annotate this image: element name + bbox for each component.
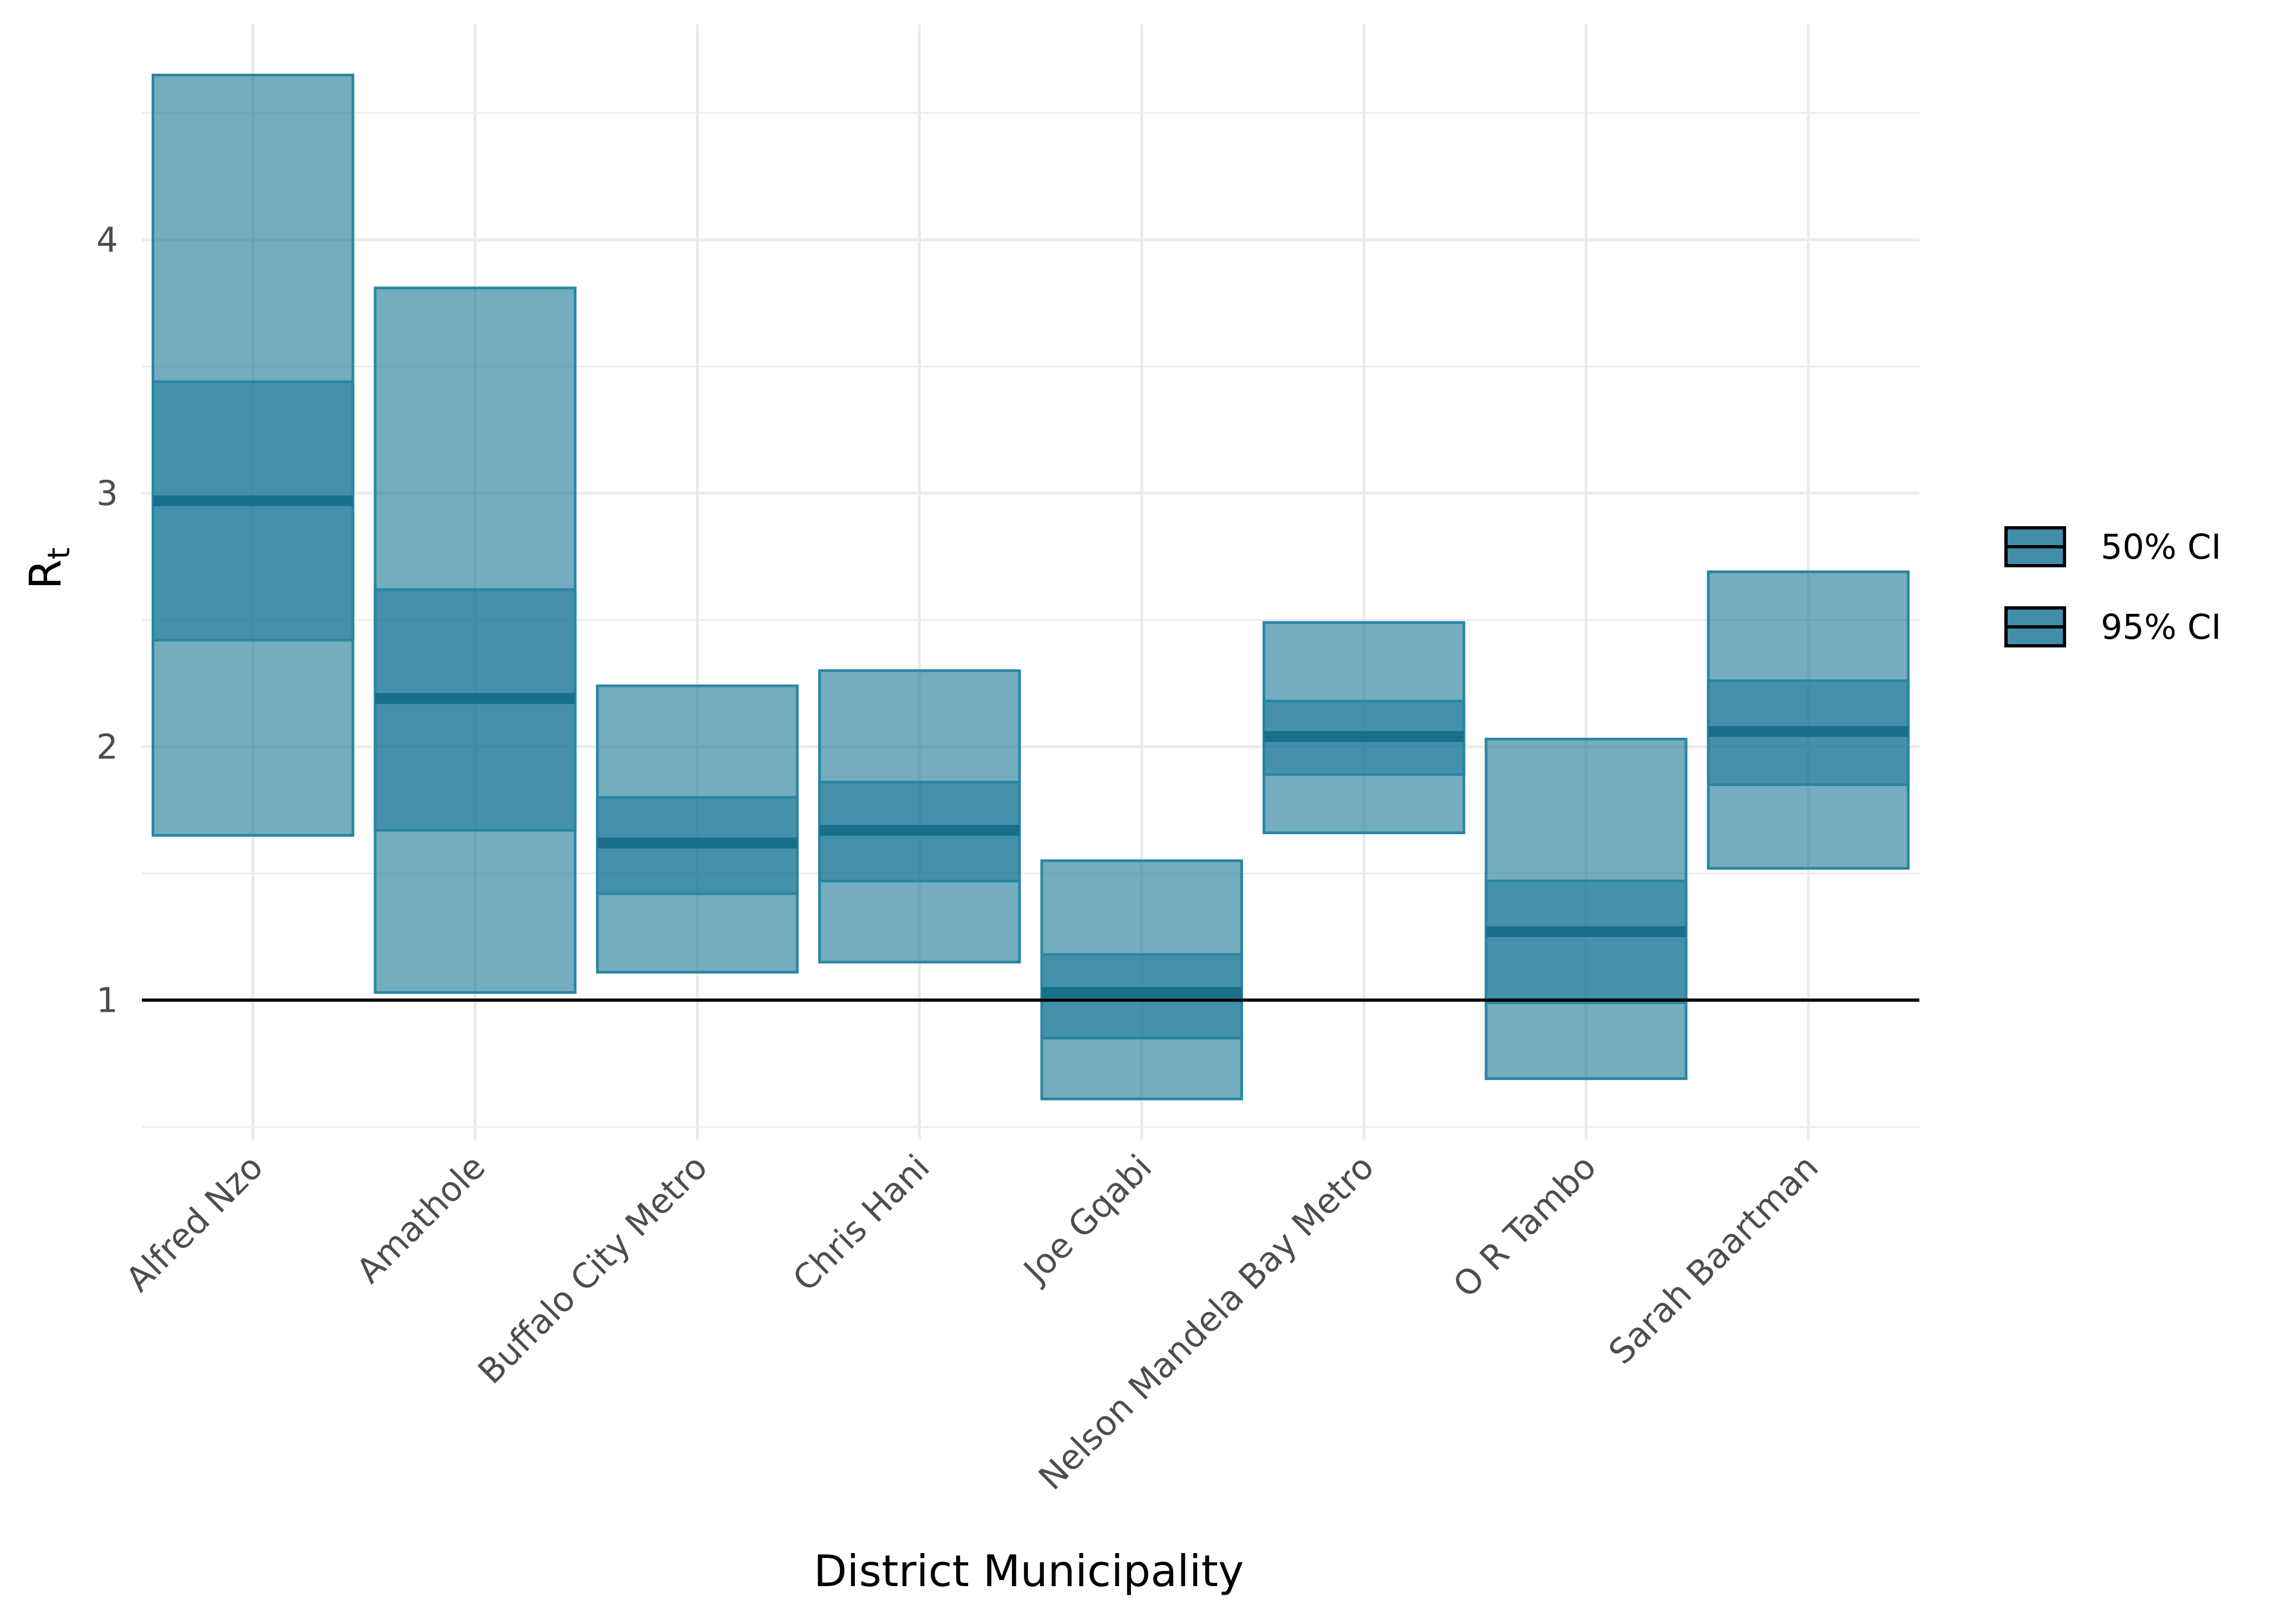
x-axis-title: District Municipality	[814, 1546, 1244, 1596]
x-tick-label-6: O R Tambo	[1446, 1147, 1604, 1305]
ci50-bar-6	[1485, 879, 1688, 1004]
ci50-bar-0	[152, 380, 355, 642]
crossbar-group-0	[152, 74, 355, 837]
bars	[142, 74, 1919, 1101]
x-tick-label-1: Amathole	[349, 1147, 493, 1291]
y-axis-title-subscript: t	[42, 547, 77, 559]
y-axis-title: Rt	[21, 547, 77, 590]
crossbar-group-6	[1485, 737, 1688, 1081]
crossbar-group-7	[1707, 570, 1910, 870]
legend-label-0: 50% CI	[2101, 527, 2221, 567]
crossbar-group-3	[818, 669, 1021, 964]
legend: 50% CI 95% CI	[2004, 526, 2221, 647]
crossbar-group-2	[596, 684, 799, 974]
legend-item-1: 95% CI	[2004, 606, 2221, 647]
crossbar-group-5	[1262, 621, 1466, 834]
y-tick-label-1: 2	[96, 727, 118, 767]
crossbar-group-1	[374, 286, 577, 994]
crossbar-group-4	[1040, 859, 1243, 1101]
legend-label-1: 95% CI	[2101, 607, 2221, 647]
y-tick-label-2: 3	[96, 474, 118, 513]
x-tick-label-0: Alfred Nzo	[118, 1147, 270, 1299]
y-axis-ticks: 1 2 3 4	[96, 220, 118, 1020]
y-tick-label-0: 1	[96, 981, 118, 1020]
legend-item-0: 50% CI	[2004, 526, 2221, 567]
ci50-bar-1	[374, 588, 577, 832]
x-tick-label-4: Joe Gqabi	[1015, 1147, 1159, 1292]
x-tick-label-7: Sarah Baartman	[1601, 1147, 1826, 1372]
y-tick-label-3: 4	[96, 220, 118, 260]
x-tick-label-2: Buffalo City Metro	[471, 1147, 715, 1392]
y-axis-title-main: R	[21, 559, 71, 590]
x-tick-label-3: Chris Hani	[785, 1147, 937, 1299]
